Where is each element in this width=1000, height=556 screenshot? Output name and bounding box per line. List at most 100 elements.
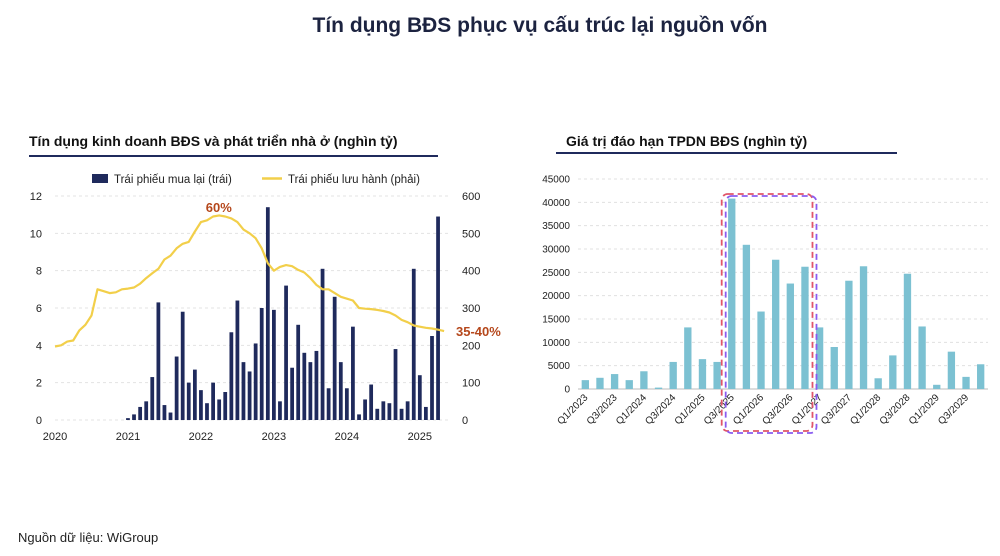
x-axis-tick-label: 2021 — [116, 431, 140, 443]
bar-maturity — [742, 244, 751, 389]
bar-mua-lai — [186, 382, 191, 420]
y-axis-tick-label: 0 — [564, 385, 570, 396]
right-axis-tick-label: 400 — [462, 266, 480, 278]
x-axis-tick-label: Q1/2023 — [556, 392, 591, 427]
bar-mua-lai — [381, 401, 386, 420]
right-axis-tick-label: 500 — [462, 228, 480, 240]
y-axis-tick-label: 10000 — [542, 338, 570, 349]
x-axis-tick-label: Q3/2023 — [585, 392, 620, 427]
x-axis-tick-label: Q3/2026 — [761, 392, 796, 427]
bar-mua-lai — [308, 362, 313, 420]
bar-mua-lai — [235, 300, 240, 420]
x-axis-tick-label: 2025 — [408, 431, 432, 443]
bar-mua-lai — [296, 324, 301, 420]
legend-swatch-bar — [92, 174, 108, 183]
bar-maturity — [581, 380, 589, 389]
x-axis-tick-label: Q3/2024 — [643, 392, 678, 427]
bar-mua-lai — [247, 371, 252, 420]
bar-mua-lai — [344, 388, 349, 420]
bar-maturity — [933, 384, 941, 389]
bar-maturity — [596, 377, 604, 389]
left-axis-tick-label: 10 — [30, 228, 42, 240]
right-axis-tick-label: 300 — [462, 303, 480, 315]
bar-mua-lai — [126, 418, 130, 420]
y-axis-tick-label: 15000 — [542, 315, 570, 326]
bar-mua-lai — [138, 406, 143, 420]
bar-mua-lai — [168, 412, 173, 420]
bar-mua-lai — [326, 388, 331, 420]
bar-maturity — [830, 347, 838, 389]
bar-mua-lai — [284, 285, 288, 420]
x-axis-tick-label: Q1/2029 — [907, 392, 942, 427]
bar-mua-lai — [272, 309, 276, 420]
bar-maturity — [654, 387, 663, 389]
bar-mua-lai — [192, 369, 197, 420]
y-axis-tick-label: 5000 — [548, 361, 571, 372]
bar-mua-lai — [302, 352, 307, 420]
y-axis-tick-label: 25000 — [542, 268, 570, 279]
bar-maturity — [903, 273, 912, 389]
bar-mua-lai — [150, 377, 155, 420]
bar-maturity — [889, 355, 897, 389]
right-axis-tick-label: 100 — [462, 378, 480, 390]
bar-maturity — [728, 198, 736, 389]
bar-mua-lai — [223, 392, 228, 420]
page-title: Tín dụng BĐS phục vụ cấu trúc lại nguồn … — [312, 14, 768, 37]
bar-mua-lai — [278, 401, 282, 420]
highlight-box-red — [720, 193, 814, 432]
chart2-title: Giá trị đáo hạn TPDN BĐS (nghìn tỷ) — [566, 133, 808, 149]
bar-maturity — [962, 376, 970, 389]
line-luu-hanh — [54, 214, 445, 348]
y-axis-tick-label: 45000 — [542, 175, 570, 186]
y-axis-tick-label: 40000 — [542, 198, 570, 209]
left-axis-tick-label: 2 — [36, 378, 42, 390]
bar-mua-lai — [132, 414, 136, 420]
bar-maturity — [874, 378, 882, 389]
right-axis-tick-label: 0 — [462, 415, 468, 427]
bar-mua-lai — [217, 399, 222, 420]
x-axis-tick-label: Q3/2028 — [878, 392, 913, 427]
x-axis-tick-label: 2023 — [262, 431, 286, 443]
left-axis-tick-label: 6 — [36, 303, 42, 315]
bar-mua-lai — [229, 332, 234, 420]
bar-mua-lai — [357, 414, 361, 420]
bar-mua-lai — [423, 406, 428, 420]
bar-mua-lai — [290, 367, 295, 420]
bar-mua-lai — [205, 403, 209, 420]
bar-mua-lai — [320, 268, 325, 420]
annotation-current: 35-40% — [456, 324, 501, 339]
bar-mua-lai — [265, 207, 270, 420]
x-axis-tick-label: 2022 — [189, 431, 213, 443]
bar-mua-lai — [430, 336, 434, 420]
bar-mua-lai — [259, 308, 264, 420]
bar-maturity — [977, 364, 985, 389]
bar-mua-lai — [399, 408, 404, 420]
bar-maturity — [786, 283, 794, 389]
bar-mua-lai — [332, 296, 337, 420]
chart-bond-credit: 0 2 4 6 8 10 12 0 100 200 300 400 500 600 2020 2021 2022… — [30, 174, 501, 443]
x-axis-tick-label: 2020 — [43, 431, 67, 443]
x-axis-tick-label: Q3/2025 — [702, 392, 737, 427]
bar-maturity — [772, 259, 780, 389]
highlight-box-purple — [724, 195, 818, 434]
bar-mua-lai — [199, 390, 203, 420]
bar-mua-lai — [162, 405, 167, 420]
right-axis-tick-label: 600 — [462, 191, 480, 203]
bar-maturity — [918, 326, 926, 389]
bar-maturity — [801, 266, 809, 389]
bar-mua-lai — [144, 401, 149, 420]
bar-mua-lai — [314, 350, 319, 420]
annotation-peak: 60% — [206, 200, 232, 215]
bar-maturity — [757, 311, 765, 389]
bar-mua-lai — [436, 216, 440, 420]
bar-mua-lai — [241, 362, 246, 420]
bar-mua-lai — [174, 356, 179, 420]
left-axis-tick-label: 8 — [36, 266, 42, 278]
bar-mua-lai — [180, 311, 185, 420]
x-axis-tick-label: Q1/2024 — [614, 392, 649, 427]
chart2-title-rule — [556, 152, 897, 154]
x-axis-tick-label: 2024 — [335, 431, 359, 443]
chart-bond-maturity: 0 5000 10000 15000 20000 25000 30000 35000 40000… — [542, 175, 988, 434]
bar-mua-lai — [393, 349, 398, 420]
bar-maturity — [859, 266, 868, 389]
